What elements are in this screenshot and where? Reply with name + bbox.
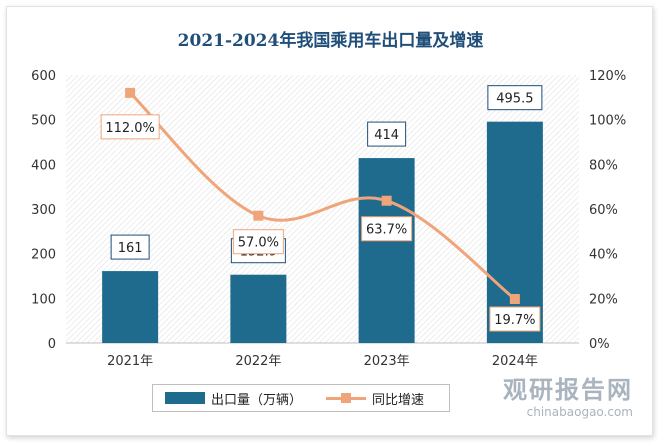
- bar: [102, 271, 159, 343]
- line-label-box: [232, 229, 284, 255]
- y-left-tick-label: 300: [31, 203, 56, 218]
- line-label-box: [361, 216, 413, 242]
- growth-point: [381, 195, 392, 206]
- x-tick-label: 2021年: [107, 354, 153, 369]
- legend-label-line: 同比增速: [372, 392, 425, 408]
- bar: [486, 121, 543, 343]
- y-right-tick-label: 100%: [589, 114, 626, 129]
- y-right-tick-label: 60%: [589, 203, 618, 218]
- bar: [358, 158, 415, 343]
- bar-label-box: [110, 234, 150, 260]
- y-left-tick-label: 0: [48, 337, 56, 352]
- growth-point: [509, 294, 520, 305]
- legend-item-bar: 出口量（万辆）: [165, 389, 302, 408]
- bar-value-label: 414: [374, 128, 399, 143]
- bar-value-label: 495.5: [496, 92, 533, 107]
- y-left-tick-label: 100: [31, 292, 56, 307]
- legend-swatch-line: [326, 392, 367, 404]
- legend: 出口量（万辆） 同比增速: [152, 384, 450, 412]
- line-value-label: 19.7%: [494, 313, 535, 328]
- y-left-tick-label: 600: [31, 69, 56, 84]
- y-right-tick-label: 80%: [589, 158, 618, 173]
- growth-point: [253, 210, 264, 221]
- watermark-brand: 观研报告网: [503, 376, 633, 404]
- growth-line: [129, 91, 516, 301]
- line-label-box: [100, 114, 160, 140]
- watermark-site: chinabaogao.com: [526, 405, 633, 419]
- x-tick-label: 2023年: [364, 354, 410, 369]
- line-value-label: 63.7%: [366, 223, 407, 238]
- chart-title: 2021-2024年我国乘用车出口量及增速: [177, 31, 484, 51]
- x-tick-label: 2024年: [492, 354, 538, 369]
- bar-label-box: [367, 121, 407, 147]
- line-value-label: 57.0%: [238, 236, 279, 251]
- y-left-tick-label: 200: [31, 248, 56, 263]
- bar-value-label: 161: [118, 241, 143, 256]
- bar-label-box: [487, 85, 543, 111]
- legend-swatch-bar: [165, 392, 205, 404]
- y-right-tick-label: 120%: [589, 69, 626, 84]
- legend-item-line: 同比增速: [326, 389, 424, 408]
- line-value-label: 112.0%: [105, 121, 155, 136]
- y-right-tick-label: 20%: [589, 292, 618, 307]
- bar: [230, 274, 287, 343]
- y-left-tick-label: 500: [31, 114, 56, 129]
- line-label-box: [489, 306, 541, 332]
- y-right-tick-label: 0%: [589, 337, 610, 352]
- y-right-tick-label: 40%: [589, 248, 618, 263]
- watermark: 观研报告网 chinabaogao.com: [503, 370, 633, 419]
- growth-point: [125, 87, 136, 98]
- y-left-tick-label: 400: [31, 158, 56, 173]
- x-tick-label: 2022年: [235, 354, 281, 369]
- legend-label-bar: 出口量（万辆）: [211, 392, 303, 408]
